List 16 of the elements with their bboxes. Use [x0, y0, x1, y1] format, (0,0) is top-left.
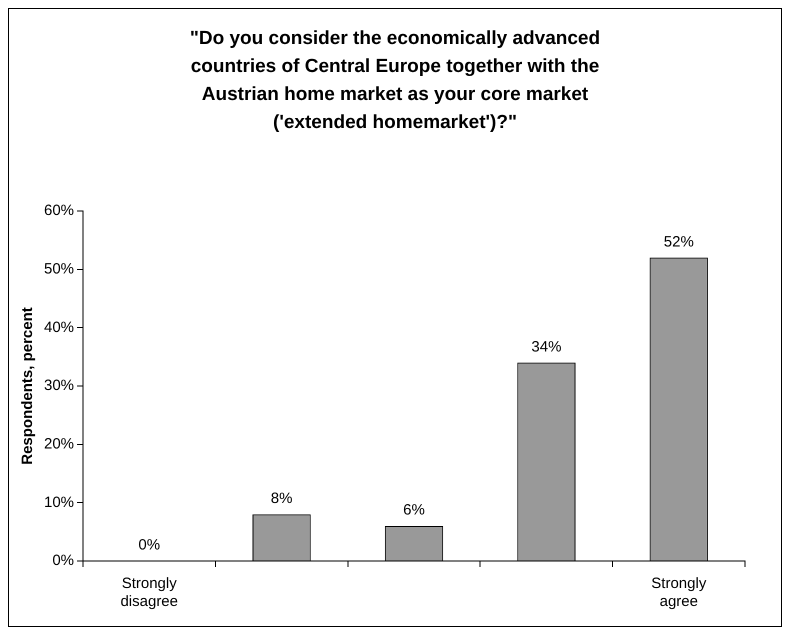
y-tick-label: 40%: [44, 318, 74, 336]
data-label: 52%: [664, 233, 694, 250]
data-label: 34%: [531, 338, 562, 356]
data-label: 6%: [403, 502, 425, 519]
x-tick-label: Strongly disagree: [120, 575, 178, 610]
data-label: 0%: [138, 536, 160, 554]
y-tick-label: 20%: [44, 435, 74, 452]
y-tick-label: 10%: [44, 494, 74, 511]
y-tick-label: 60%: [44, 202, 74, 220]
data-label: 8%: [270, 490, 292, 507]
y-tick-label: 30%: [44, 377, 74, 394]
y-axis-title: Respondents, percent: [19, 307, 36, 465]
chart-title: "Do you consider the economically advanced countries of Central Europe together with the Austrian home market as your core market ('extended homemarket')?": [188, 27, 602, 135]
y-tick-label: 0%: [52, 552, 74, 570]
x-tick-label: Strongly agree: [651, 575, 707, 610]
y-tick-label: 50%: [44, 260, 74, 278]
